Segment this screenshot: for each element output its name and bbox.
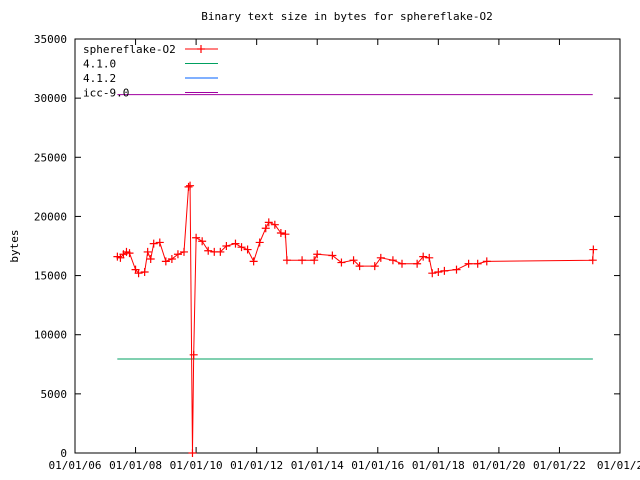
y-tick-label: 35000: [34, 33, 67, 46]
point-marker: [161, 257, 170, 266]
point-marker: [298, 256, 307, 265]
x-tick-label: 01/01/12: [230, 459, 283, 472]
y-axis-label: bytes: [8, 229, 21, 262]
point-marker: [192, 233, 201, 242]
chart-title: Binary text size in bytes for sphereflak…: [201, 10, 492, 23]
plot-frame: [74, 38, 621, 454]
legend-label: 4.1.2: [83, 72, 116, 85]
point-marker: [313, 250, 322, 259]
point-marker: [243, 245, 252, 254]
legend-label: 4.1.0: [83, 58, 116, 71]
x-tick-label: 01/01/16: [351, 459, 404, 472]
point-marker: [452, 265, 461, 274]
y-tick-label: 10000: [34, 329, 67, 342]
point-marker: [249, 257, 258, 266]
x-tick-label: 01/01/18: [412, 459, 465, 472]
point-marker: [149, 239, 158, 248]
point-marker: [222, 242, 231, 250]
x-tick-label: 01/01/22: [533, 459, 586, 472]
point-marker: [370, 262, 379, 271]
point-marker: [186, 181, 195, 190]
point-marker: [388, 256, 397, 265]
point-marker: [473, 259, 482, 268]
x-tick-label: 01/01/06: [49, 459, 102, 472]
point-marker: [419, 252, 428, 261]
series-line: [117, 184, 594, 454]
point-marker: [428, 269, 437, 278]
point-marker: [198, 237, 207, 246]
point-marker: [261, 224, 270, 233]
point-marker: [125, 249, 134, 258]
point-marker: [337, 258, 346, 267]
point-marker: [464, 259, 473, 268]
point-marker: [180, 247, 188, 256]
y-tick-label: 25000: [34, 151, 67, 164]
point-marker: [434, 268, 443, 277]
y-tick-label: 5000: [41, 388, 68, 401]
point-marker: [281, 230, 290, 239]
point-marker: [310, 256, 319, 265]
point-marker: [376, 253, 385, 262]
point-marker: [146, 255, 155, 264]
point-marker: [155, 238, 164, 247]
point-marker: [140, 268, 149, 277]
point-marker: [349, 256, 358, 265]
point-marker: [588, 256, 597, 265]
point-marker: [589, 245, 598, 254]
y-tick-label: 0: [60, 447, 67, 460]
x-tick-label: 01/01/14: [291, 459, 344, 472]
point-marker: [216, 247, 225, 256]
point-marker: [204, 246, 213, 255]
point-marker: [173, 250, 182, 259]
x-tick-label: 01/01/10: [170, 459, 223, 472]
point-marker: [188, 449, 197, 457]
point-marker: [167, 255, 176, 264]
legend-marker: [197, 45, 205, 53]
y-tick-label: 30000: [34, 92, 67, 105]
point-marker: [282, 256, 291, 265]
point-marker: [270, 220, 279, 229]
point-marker: [398, 259, 406, 268]
point-marker: [231, 239, 240, 248]
point-marker: [413, 259, 422, 268]
legend-label: icc-9.0: [83, 87, 129, 100]
point-marker: [255, 238, 264, 247]
legend-label: sphereflake-O2: [83, 43, 176, 56]
point-marker: [328, 251, 337, 260]
x-tick-label: 01/01/20: [472, 459, 525, 472]
point-marker: [264, 218, 273, 227]
point-marker: [189, 350, 198, 359]
point-marker: [482, 257, 491, 266]
point-marker: [237, 243, 246, 252]
point-marker: [134, 269, 143, 278]
point-marker: [276, 228, 285, 237]
y-tick-label: 20000: [34, 210, 67, 223]
x-tick-label: 01/01/2: [597, 459, 640, 472]
point-marker: [425, 253, 434, 262]
point-marker: [440, 266, 449, 275]
point-marker: [143, 247, 152, 256]
point-marker: [355, 262, 364, 271]
point-marker: [184, 182, 193, 191]
x-tick-label: 01/01/08: [109, 459, 162, 472]
y-tick-label: 15000: [34, 270, 67, 283]
